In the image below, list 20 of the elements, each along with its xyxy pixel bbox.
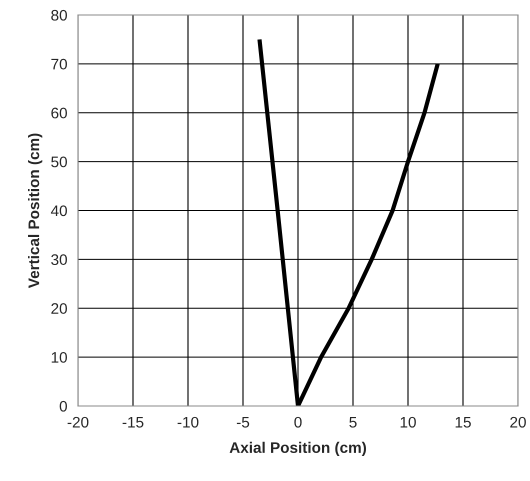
y-tick-label: 30 bbox=[51, 254, 67, 266]
y-tick-label: 40 bbox=[50, 205, 67, 216]
x-tick-label: -10 bbox=[178, 416, 198, 428]
x-tick-label: 0 bbox=[294, 416, 302, 428]
x-tick-label: -5 bbox=[236, 416, 250, 428]
x-tick-label: -20 bbox=[68, 416, 88, 428]
x-tick-label: 10 bbox=[400, 416, 416, 428]
y-tick-label: 10 bbox=[52, 352, 67, 363]
y-tick-label: 70 bbox=[51, 58, 67, 70]
y-tick-label: 20 bbox=[51, 303, 67, 314]
y-tick-label: 0 bbox=[60, 400, 67, 412]
y-tick-label: 50 bbox=[51, 156, 67, 168]
y-tick-label: 60 bbox=[51, 108, 67, 118]
x-tick-label: 15 bbox=[456, 416, 471, 428]
x-tick-label: 20 bbox=[510, 416, 526, 428]
y-tick-label: 80 bbox=[51, 10, 67, 21]
x-tick-label: 5 bbox=[349, 416, 357, 428]
x-tick-label: -15 bbox=[122, 416, 144, 428]
y-axis-title: Vertical Position (cm) bbox=[28, 134, 42, 288]
x-axis-title: Axial Position (cm) bbox=[230, 442, 366, 456]
